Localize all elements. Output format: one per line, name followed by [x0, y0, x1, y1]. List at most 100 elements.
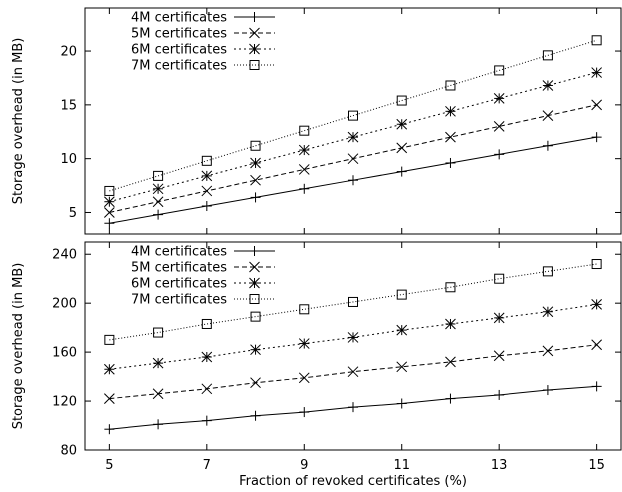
data-point — [542, 345, 554, 357]
legend-marker — [249, 12, 260, 22]
x-tick-label: 13 — [491, 458, 508, 473]
y-tick-label: 15 — [60, 98, 77, 113]
x-tick-label: 11 — [393, 458, 410, 473]
series-line-3 — [109, 72, 597, 203]
legend-marker — [249, 277, 260, 289]
data-point — [493, 312, 505, 324]
data-point — [250, 157, 261, 169]
legend-label: 7M certificates — [131, 59, 227, 74]
panel-bottom-chart: 80 120 160 200 240 5 7 9 11 13 15 Storage overhead … — [11, 241, 622, 473]
y-tick-label: 20 — [60, 45, 77, 60]
data-point — [201, 170, 213, 182]
legend-marker — [249, 43, 260, 55]
data-point — [591, 381, 602, 392]
data-point — [542, 266, 553, 277]
data-point — [104, 334, 115, 345]
data-point — [250, 410, 261, 421]
data-point — [152, 183, 164, 195]
data-point — [493, 93, 505, 104]
data-point — [494, 65, 505, 76]
legend-label: 6M certificates — [131, 43, 227, 58]
x-tick-label: 9 — [300, 458, 308, 473]
data-point — [201, 318, 212, 329]
data-point — [299, 304, 310, 315]
data-point — [591, 132, 602, 143]
data-point — [153, 327, 164, 338]
data-point — [445, 356, 456, 368]
y-tick-label: 160 — [52, 346, 77, 361]
data-point — [493, 121, 505, 132]
data-point — [493, 350, 505, 362]
data-point — [298, 144, 310, 156]
data-point — [445, 131, 456, 143]
data-point — [591, 339, 602, 351]
data-point — [104, 185, 115, 196]
data-point — [201, 383, 213, 395]
y-tick-label: 10 — [60, 152, 77, 167]
plot-frame — [84, 7, 622, 235]
legend-label: 6M certificates — [131, 277, 227, 292]
data-point — [445, 157, 456, 168]
data-point — [542, 80, 554, 91]
data-point — [396, 361, 408, 373]
y-tick-label: 120 — [52, 395, 77, 410]
data-point — [250, 377, 261, 389]
data-point — [591, 67, 602, 78]
legend-marker — [249, 294, 260, 304]
y-tick-label: 240 — [52, 248, 77, 263]
legend-marker — [249, 246, 260, 256]
data-point — [347, 332, 359, 343]
y-axis-label: Storage overhead (in MB) — [11, 263, 26, 430]
y-tick-label: 80 — [60, 444, 77, 459]
data-point — [348, 296, 358, 307]
data-point — [201, 415, 212, 426]
data-point — [298, 164, 310, 175]
x-axis-label: Fraction of revoked certificates (%) — [239, 474, 467, 489]
data-point — [201, 351, 213, 363]
data-point — [396, 324, 408, 336]
data-point — [396, 142, 408, 154]
data-point — [104, 207, 115, 218]
data-point — [201, 155, 212, 166]
series-line-4 — [109, 263, 597, 341]
data-point — [396, 118, 408, 130]
data-point — [152, 357, 164, 369]
y-tick-label: 200 — [52, 297, 77, 312]
data-point — [104, 393, 115, 404]
data-point — [542, 385, 553, 396]
data-point — [298, 338, 310, 349]
data-point — [201, 201, 212, 212]
legend-label: 4M certificates — [131, 245, 227, 260]
series-line-4 — [109, 39, 597, 192]
data-point — [250, 174, 261, 186]
data-point — [250, 192, 261, 203]
legend-marker — [249, 27, 260, 39]
data-point — [494, 273, 505, 284]
data-point — [445, 318, 456, 330]
x-tick-label: 5 — [105, 458, 113, 473]
data-point — [299, 407, 310, 418]
data-point — [298, 372, 310, 384]
legend-marker — [249, 261, 260, 273]
data-point — [250, 140, 261, 151]
data-point — [250, 344, 261, 356]
data-point — [542, 140, 553, 151]
data-point — [201, 185, 213, 197]
data-point — [445, 80, 456, 91]
data-point — [347, 366, 359, 378]
data-point — [299, 125, 310, 136]
data-point — [348, 110, 358, 121]
data-point — [299, 183, 310, 194]
series-line-2 — [109, 344, 597, 400]
data-point — [396, 95, 407, 106]
data-point — [152, 196, 164, 208]
data-point — [152, 388, 164, 400]
data-point — [445, 393, 456, 404]
data-point — [542, 110, 554, 121]
legend-label: 5M certificates — [131, 27, 227, 42]
legend-label: 4M certificates — [131, 11, 227, 26]
data-point — [104, 218, 115, 229]
data-point — [542, 50, 553, 61]
data-point — [153, 170, 164, 181]
data-point — [494, 389, 505, 400]
